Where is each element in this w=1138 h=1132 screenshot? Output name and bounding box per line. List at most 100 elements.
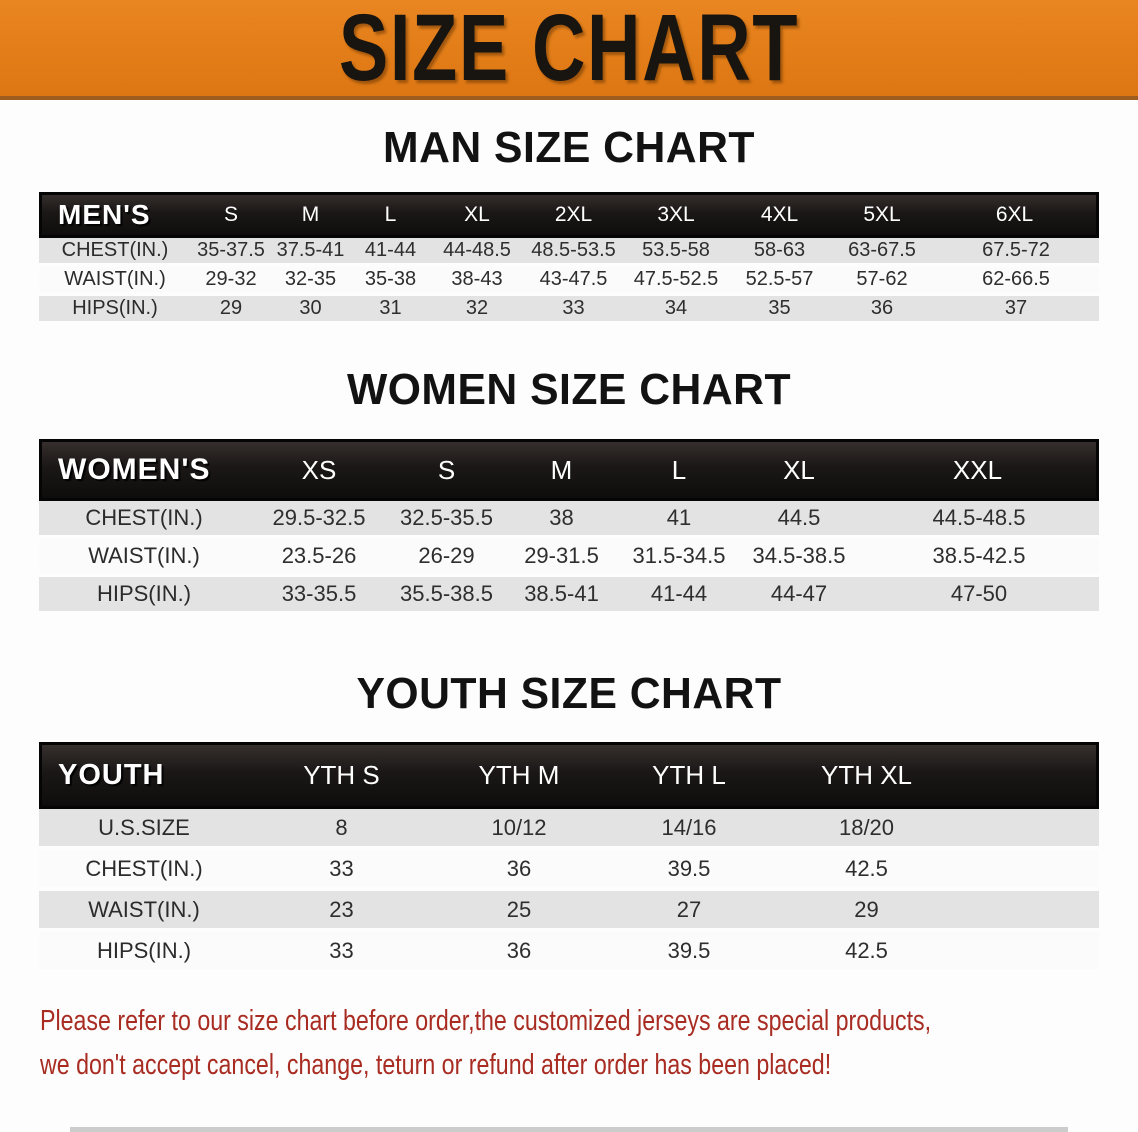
size-section-youth: YOUTH SIZE CHART YOUTH YTH S YTH M YTH L YTH … (0, 670, 1138, 973)
row-filler-cell (959, 809, 1099, 850)
table-row: U.S.SIZE 8 10/12 14/16 18/20 (39, 809, 1099, 850)
size-value-cell: 36 (831, 296, 933, 325)
size-value-cell: 23 (249, 891, 434, 932)
size-table-header-row: MEN'S S M L XL 2XL 3XL 4XL 5XL 6XL (39, 192, 1099, 238)
row-label-cell: HIPS(IN.) (39, 577, 249, 615)
size-column-header: YTH S (249, 742, 434, 809)
size-value-cell: 39.5 (604, 850, 774, 891)
size-value-cell: 48.5-53.5 (523, 238, 624, 267)
size-value-cell: 18/20 (774, 809, 959, 850)
row-label-cell: CHEST(IN.) (39, 850, 249, 891)
size-value-cell: 37 (933, 296, 1099, 325)
table-row: CHEST(IN.) 35-37.5 37.5-41 41-44 44-48.5 48.5… (39, 238, 1099, 267)
size-value-cell: 30 (271, 296, 350, 325)
size-value-cell: 63-67.5 (831, 238, 933, 267)
size-value-cell: 44.5 (739, 501, 859, 539)
row-filler-cell (959, 891, 1099, 932)
size-table-header-row: WOMEN'S XS S M L XL XXL (39, 439, 1099, 501)
size-value-cell: 34.5-38.5 (739, 539, 859, 577)
size-value-cell: 27 (604, 891, 774, 932)
size-value-cell: 37.5-41 (271, 238, 350, 267)
size-value-cell: 33-35.5 (249, 577, 389, 615)
row-label-cell: CHEST(IN.) (39, 238, 191, 267)
table-row: CHEST(IN.) 29.5-32.5 32.5-35.5 38 41 44.5 44.5… (39, 501, 1099, 539)
disclaimer-line-2: we don't accept cancel, change, teturn o… (40, 1049, 832, 1081)
size-value-cell: 47.5-52.5 (624, 267, 728, 296)
size-value-cell: 33 (249, 850, 434, 891)
size-column-header: XS (249, 439, 389, 501)
size-column-header: 3XL (624, 192, 728, 238)
size-column-header: 2XL (523, 192, 624, 238)
size-value-cell: 31.5-34.5 (619, 539, 739, 577)
table-row: WAIST(IN.) 29-32 32-35 35-38 38-43 43-47.5 47.… (39, 267, 1099, 296)
table-row: WAIST(IN.) 23 25 27 29 (39, 891, 1099, 932)
bottom-edge-shadow (70, 1127, 1068, 1132)
size-column-header: XL (431, 192, 523, 238)
size-value-cell: 41-44 (350, 238, 431, 267)
size-value-cell: 35-38 (350, 267, 431, 296)
order-disclaimer-note: Please refer to our size chart before or… (40, 999, 1120, 1087)
size-value-cell: 35 (728, 296, 831, 325)
size-value-cell: 33 (249, 932, 434, 973)
size-value-cell: 42.5 (774, 932, 959, 973)
size-column-header: S (389, 439, 504, 501)
size-value-cell: 35.5-38.5 (389, 577, 504, 615)
size-value-cell: 39.5 (604, 932, 774, 973)
size-value-cell: 38.5-42.5 (859, 539, 1099, 577)
size-table-header-row: YOUTH YTH S YTH M YTH L YTH XL (39, 742, 1099, 809)
table-row: CHEST(IN.) 33 36 39.5 42.5 (39, 850, 1099, 891)
size-value-cell: 43-47.5 (523, 267, 624, 296)
size-column-header: L (619, 439, 739, 501)
corner-label-cell: MEN'S (39, 192, 191, 238)
size-column-header: YTH XL (774, 742, 959, 809)
size-column-header: 4XL (728, 192, 831, 238)
size-value-cell: 32-35 (271, 267, 350, 296)
row-label-cell: WAIST(IN.) (39, 891, 249, 932)
row-label-cell: WAIST(IN.) (39, 267, 191, 296)
size-column-header: L (350, 192, 431, 238)
size-value-cell: 38 (504, 501, 619, 539)
size-value-cell: 29.5-32.5 (249, 501, 389, 539)
size-column-header: YTH L (604, 742, 774, 809)
size-column-header: M (504, 439, 619, 501)
size-value-cell: 41 (619, 501, 739, 539)
size-value-cell: 23.5-26 (249, 539, 389, 577)
size-column-header: XXL (859, 439, 1099, 501)
size-value-cell: 67.5-72 (933, 238, 1099, 267)
mens-size-table: MEN'S S M L XL 2XL 3XL 4XL 5XL 6XL CHEST(IN.) 35-37… (39, 192, 1099, 325)
size-value-cell: 52.5-57 (728, 267, 831, 296)
size-value-cell: 29-32 (191, 267, 271, 296)
size-value-cell: 44-47 (739, 577, 859, 615)
size-value-cell: 58-63 (728, 238, 831, 267)
size-value-cell: 14/16 (604, 809, 774, 850)
size-value-cell: 29 (191, 296, 271, 325)
size-value-cell: 10/12 (434, 809, 604, 850)
section-title: YOUTH SIZE CHART (356, 669, 782, 718)
row-label-cell: WAIST(IN.) (39, 539, 249, 577)
size-column-header: M (271, 192, 350, 238)
row-filler-cell (959, 932, 1099, 973)
size-chart-banner: SIZE CHART (0, 0, 1138, 100)
section-title: MAN SIZE CHART (383, 123, 755, 172)
table-row: HIPS(IN.) 33 36 39.5 42.5 (39, 932, 1099, 973)
size-value-cell: 34 (624, 296, 728, 325)
size-value-cell: 32 (431, 296, 523, 325)
size-value-cell: 29 (774, 891, 959, 932)
corner-label-cell: YOUTH (39, 742, 249, 809)
corner-label-cell: WOMEN'S (39, 439, 249, 501)
row-label-cell: HIPS(IN.) (39, 296, 191, 325)
disclaimer-line-1: Please refer to our size chart before or… (40, 1005, 932, 1037)
size-value-cell: 8 (249, 809, 434, 850)
size-value-cell: 32.5-35.5 (389, 501, 504, 539)
table-row: WAIST(IN.) 23.5-26 26-29 29-31.5 31.5-34.5 34… (39, 539, 1099, 577)
size-value-cell: 41-44 (619, 577, 739, 615)
size-value-cell: 29-31.5 (504, 539, 619, 577)
size-value-cell: 35-37.5 (191, 238, 271, 267)
size-value-cell: 36 (434, 850, 604, 891)
size-value-cell: 57-62 (831, 267, 933, 296)
size-value-cell: 42.5 (774, 850, 959, 891)
size-value-cell: 53.5-58 (624, 238, 728, 267)
size-value-cell: 36 (434, 932, 604, 973)
row-label-cell: HIPS(IN.) (39, 932, 249, 973)
size-value-cell: 25 (434, 891, 604, 932)
